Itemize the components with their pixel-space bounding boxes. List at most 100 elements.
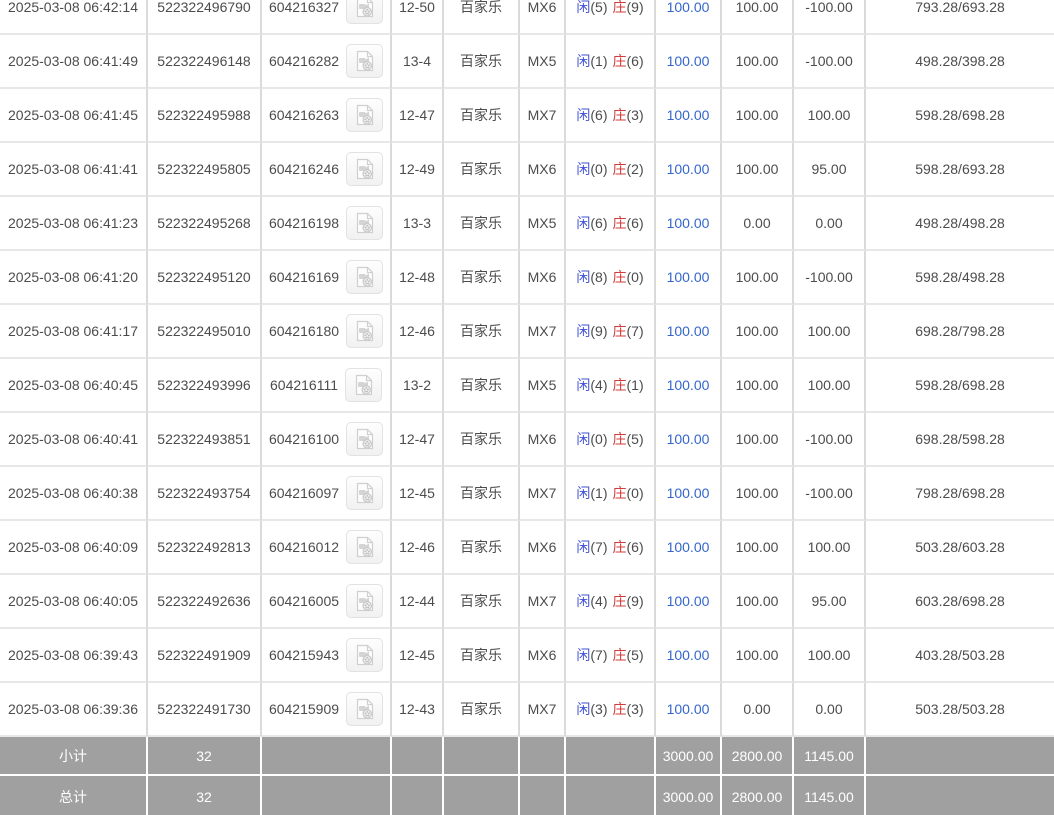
bet-id-cell: 522322491909	[148, 629, 262, 683]
bet-time-cell: 2025-03-08 06:40:09	[0, 521, 148, 575]
game-result-cell: 闲(6) 庄(3)	[566, 89, 656, 143]
bet-id-cell: 522322495120	[148, 251, 262, 305]
total-count: 32	[148, 776, 262, 815]
round-id-text: 604215909	[268, 701, 340, 717]
total-row: 总计 32 3000.00 2800.00 1145.00	[0, 776, 1054, 815]
empty-cell	[566, 737, 656, 776]
banker-label: 庄	[612, 431, 627, 447]
video-replay-button[interactable]	[346, 206, 384, 240]
empty-cell	[444, 737, 520, 776]
subtotal-row: 小计 32 3000.00 2800.00 1145.00	[0, 737, 1054, 776]
video-replay-button[interactable]	[346, 98, 384, 132]
round-id-cell: 604216282	[262, 35, 392, 89]
round-id-cell: 604216198	[262, 197, 392, 251]
bet-amount-link[interactable]: 100.00	[666, 269, 710, 285]
game-name-cell: 百家乐	[444, 251, 520, 305]
win-loss-cell: 100.00	[794, 305, 866, 359]
video-replay-button[interactable]	[346, 44, 384, 78]
game-name-cell: 百家乐	[444, 575, 520, 629]
round-id-text: 604216005	[268, 593, 340, 609]
game-name-cell: 百家乐	[444, 305, 520, 359]
round-id-text: 604215943	[268, 647, 340, 663]
player-label: 闲	[576, 0, 591, 15]
subtotal-label: 小计	[0, 737, 148, 776]
bet-amount-link[interactable]: 100.00	[666, 0, 710, 15]
video-replay-button[interactable]	[346, 638, 384, 672]
bet-amount-link[interactable]: 100.00	[666, 647, 710, 663]
round-id-text: 604216327	[268, 0, 340, 15]
balance-cell: 603.28/698.28	[866, 575, 1054, 629]
valid-bet-cell: 100.00	[722, 467, 794, 521]
round-id-cell: 604215943	[262, 629, 392, 683]
bet-amount-link[interactable]: 100.00	[666, 539, 710, 555]
video-file-icon	[356, 590, 373, 612]
table-number-cell: MX5	[520, 359, 566, 413]
bet-amount-link[interactable]: 100.00	[666, 485, 710, 501]
video-replay-button[interactable]	[346, 692, 384, 726]
video-replay-button[interactable]	[346, 314, 384, 348]
bet-amount-cell: 100.00	[656, 251, 722, 305]
game-name-cell: 百家乐	[444, 143, 520, 197]
video-replay-button[interactable]	[346, 260, 384, 294]
bet-amount-link[interactable]: 100.00	[666, 323, 710, 339]
video-replay-button[interactable]	[346, 0, 384, 24]
balance-cell: 503.28/603.28	[866, 521, 1054, 575]
bet-amount-link[interactable]: 100.00	[666, 215, 710, 231]
banker-score: (9)	[626, 593, 644, 609]
balance-cell: 798.28/698.28	[866, 467, 1054, 521]
game-result-cell: 闲(7) 庄(5)	[566, 629, 656, 683]
bet-id-cell: 522322493851	[148, 413, 262, 467]
banker-score: (0)	[626, 269, 644, 285]
balance-cell: 503.28/503.28	[866, 683, 1054, 737]
bet-amount-link[interactable]: 100.00	[666, 161, 710, 177]
player-score: (4)	[590, 593, 608, 609]
table-number-cell: MX7	[520, 683, 566, 737]
win-loss-cell: -100.00	[794, 251, 866, 305]
game-result-cell: 闲(8) 庄(0)	[566, 251, 656, 305]
game-result-cell: 闲(0) 庄(5)	[566, 413, 656, 467]
video-replay-button[interactable]	[346, 152, 384, 186]
round-number-cell: 12-46	[392, 305, 444, 359]
game-result-cell: 闲(4) 庄(1)	[566, 359, 656, 413]
balance-cell: 498.28/398.28	[866, 35, 1054, 89]
balance-cell: 498.28/498.28	[866, 197, 1054, 251]
bet-id-cell: 522322493754	[148, 467, 262, 521]
bet-time-cell: 2025-03-08 06:40:05	[0, 575, 148, 629]
table-number-cell: MX6	[520, 251, 566, 305]
video-file-icon	[356, 158, 373, 180]
win-loss-cell: -100.00	[794, 35, 866, 89]
table-number-cell: MX7	[520, 467, 566, 521]
video-replay-button[interactable]	[346, 476, 384, 510]
video-replay-button[interactable]	[346, 584, 384, 618]
video-replay-button[interactable]	[346, 530, 384, 564]
table-row: 2025-03-08 06:41:45 522322495988 6042162…	[0, 89, 1054, 143]
bet-time-cell: 2025-03-08 06:41:23	[0, 197, 148, 251]
player-score: (0)	[590, 161, 608, 177]
banker-score: (6)	[626, 539, 644, 555]
player-label: 闲	[576, 323, 591, 339]
bet-amount-link[interactable]: 100.00	[666, 593, 710, 609]
bet-amount-link[interactable]: 100.00	[666, 431, 710, 447]
win-loss-cell: 95.00	[794, 575, 866, 629]
game-result-cell: 闲(9) 庄(7)	[566, 305, 656, 359]
bet-amount-link[interactable]: 100.00	[666, 377, 710, 393]
bet-amount-link[interactable]: 100.00	[666, 701, 710, 717]
banker-label: 庄	[612, 701, 627, 717]
bet-time-cell: 2025-03-08 06:41:41	[0, 143, 148, 197]
valid-bet-cell: 100.00	[722, 413, 794, 467]
bet-amount-cell: 100.00	[656, 359, 722, 413]
valid-bet-cell: 100.00	[722, 251, 794, 305]
valid-bet-cell: 0.00	[722, 197, 794, 251]
table-row: 2025-03-08 06:41:23 522322495268 6042161…	[0, 197, 1054, 251]
bet-amount-link[interactable]: 100.00	[666, 107, 710, 123]
round-id-cell: 604216327	[262, 0, 392, 35]
game-name-cell: 百家乐	[444, 629, 520, 683]
empty-cell	[392, 776, 444, 815]
video-replay-button[interactable]	[346, 422, 384, 456]
bet-amount-cell: 100.00	[656, 89, 722, 143]
game-name-cell: 百家乐	[444, 35, 520, 89]
video-replay-button[interactable]	[345, 368, 382, 402]
round-id-cell: 604216169	[262, 251, 392, 305]
bet-amount-link[interactable]: 100.00	[666, 53, 710, 69]
